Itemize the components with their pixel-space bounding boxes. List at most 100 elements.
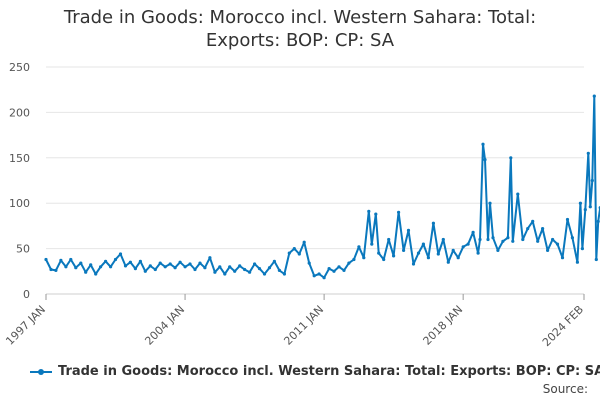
data-point — [113, 257, 118, 262]
data-point — [441, 237, 445, 242]
series-line — [45, 95, 600, 279]
data-point — [541, 227, 545, 231]
data-point — [421, 242, 425, 246]
data-point — [94, 272, 98, 276]
data-point — [531, 219, 535, 223]
data-point — [277, 268, 281, 272]
data-point — [560, 256, 565, 260]
data-point — [178, 260, 182, 264]
data-point — [138, 259, 142, 263]
data-point — [387, 237, 391, 242]
data-point — [297, 252, 301, 256]
data-point — [253, 262, 257, 266]
data-point — [257, 267, 262, 271]
data-point — [347, 261, 351, 265]
data-point — [382, 257, 386, 262]
data-point — [436, 252, 440, 256]
data-point — [84, 270, 88, 274]
data-point — [478, 237, 482, 242]
data-point — [248, 270, 252, 274]
data-point — [307, 261, 311, 265]
data-point — [536, 239, 540, 243]
data-point — [233, 269, 237, 273]
data-point — [158, 261, 162, 265]
data-point — [575, 260, 580, 264]
data-point — [69, 257, 73, 262]
data-point — [342, 268, 346, 272]
data-point — [133, 267, 137, 271]
data-point — [590, 178, 594, 183]
data-point — [123, 264, 128, 268]
data-point — [173, 266, 177, 270]
data-point — [451, 248, 455, 252]
data-point — [188, 262, 192, 266]
y-tick-label: 150 — [9, 152, 30, 165]
data-point — [168, 262, 172, 266]
data-point — [509, 156, 513, 160]
data-point — [431, 221, 435, 225]
data-point — [406, 228, 411, 232]
data-point — [592, 94, 596, 98]
data-point — [213, 270, 217, 274]
data-point — [218, 265, 222, 269]
data-point — [481, 142, 485, 146]
chart-title: Trade in Goods: Morocco incl. Western Sa… — [0, 6, 600, 52]
data-point — [337, 265, 341, 269]
data-point — [526, 227, 530, 231]
data-point — [208, 256, 212, 260]
x-tick-label: 2011 JAN — [281, 303, 326, 348]
data-point — [99, 265, 103, 269]
x-tick-label: 2018 JAN — [421, 303, 466, 348]
data-point — [461, 245, 465, 249]
x-tick-label: 1997 JAN — [3, 303, 48, 348]
data-point — [588, 205, 592, 209]
data-point — [411, 262, 416, 266]
data-point — [357, 245, 361, 249]
data-point — [163, 265, 167, 269]
y-tick-label: 0 — [23, 288, 30, 301]
data-point — [596, 219, 600, 223]
data-point — [471, 230, 475, 234]
data-point — [506, 236, 510, 240]
data-point — [578, 201, 583, 205]
data-point — [262, 272, 267, 276]
data-point — [322, 276, 326, 280]
data-point — [183, 265, 187, 269]
data-point — [292, 247, 296, 251]
data-point — [128, 260, 132, 264]
legend-label: Trade in Goods: Morocco incl. Western Sa… — [58, 364, 600, 379]
data-point — [392, 254, 396, 258]
data-point — [153, 267, 157, 272]
data-point — [496, 248, 500, 252]
y-tick-label: 200 — [9, 106, 30, 119]
data-point — [511, 239, 515, 243]
data-point — [223, 272, 227, 276]
data-point — [426, 256, 430, 260]
data-point — [546, 248, 550, 252]
data-point — [243, 267, 247, 272]
data-point — [312, 274, 316, 278]
data-point — [483, 158, 487, 162]
data-point — [352, 257, 356, 262]
y-tick-label: 50 — [16, 243, 30, 256]
data-point — [367, 209, 371, 213]
data-point — [287, 251, 291, 255]
x-tick-label: 2024 FEB — [540, 303, 586, 349]
data-point — [198, 261, 202, 265]
chart-title-line-1: Trade in Goods: Morocco incl. Western Sa… — [63, 7, 537, 28]
data-point — [466, 242, 470, 246]
data-point — [580, 247, 585, 251]
data-point — [486, 237, 490, 242]
y-tick-label: 250 — [9, 61, 30, 74]
data-point — [570, 236, 575, 240]
x-tick-label: 2004 JAN — [142, 303, 187, 348]
data-point — [228, 265, 232, 269]
data-point — [302, 240, 306, 244]
data-point — [521, 237, 525, 242]
data-point — [332, 269, 336, 273]
data-point — [148, 264, 152, 268]
data-point — [89, 263, 93, 267]
data-point — [488, 201, 492, 205]
legend[interactable]: Trade in Goods: Morocco incl. Western Sa… — [30, 364, 600, 379]
source-label: Source: — [542, 382, 588, 396]
